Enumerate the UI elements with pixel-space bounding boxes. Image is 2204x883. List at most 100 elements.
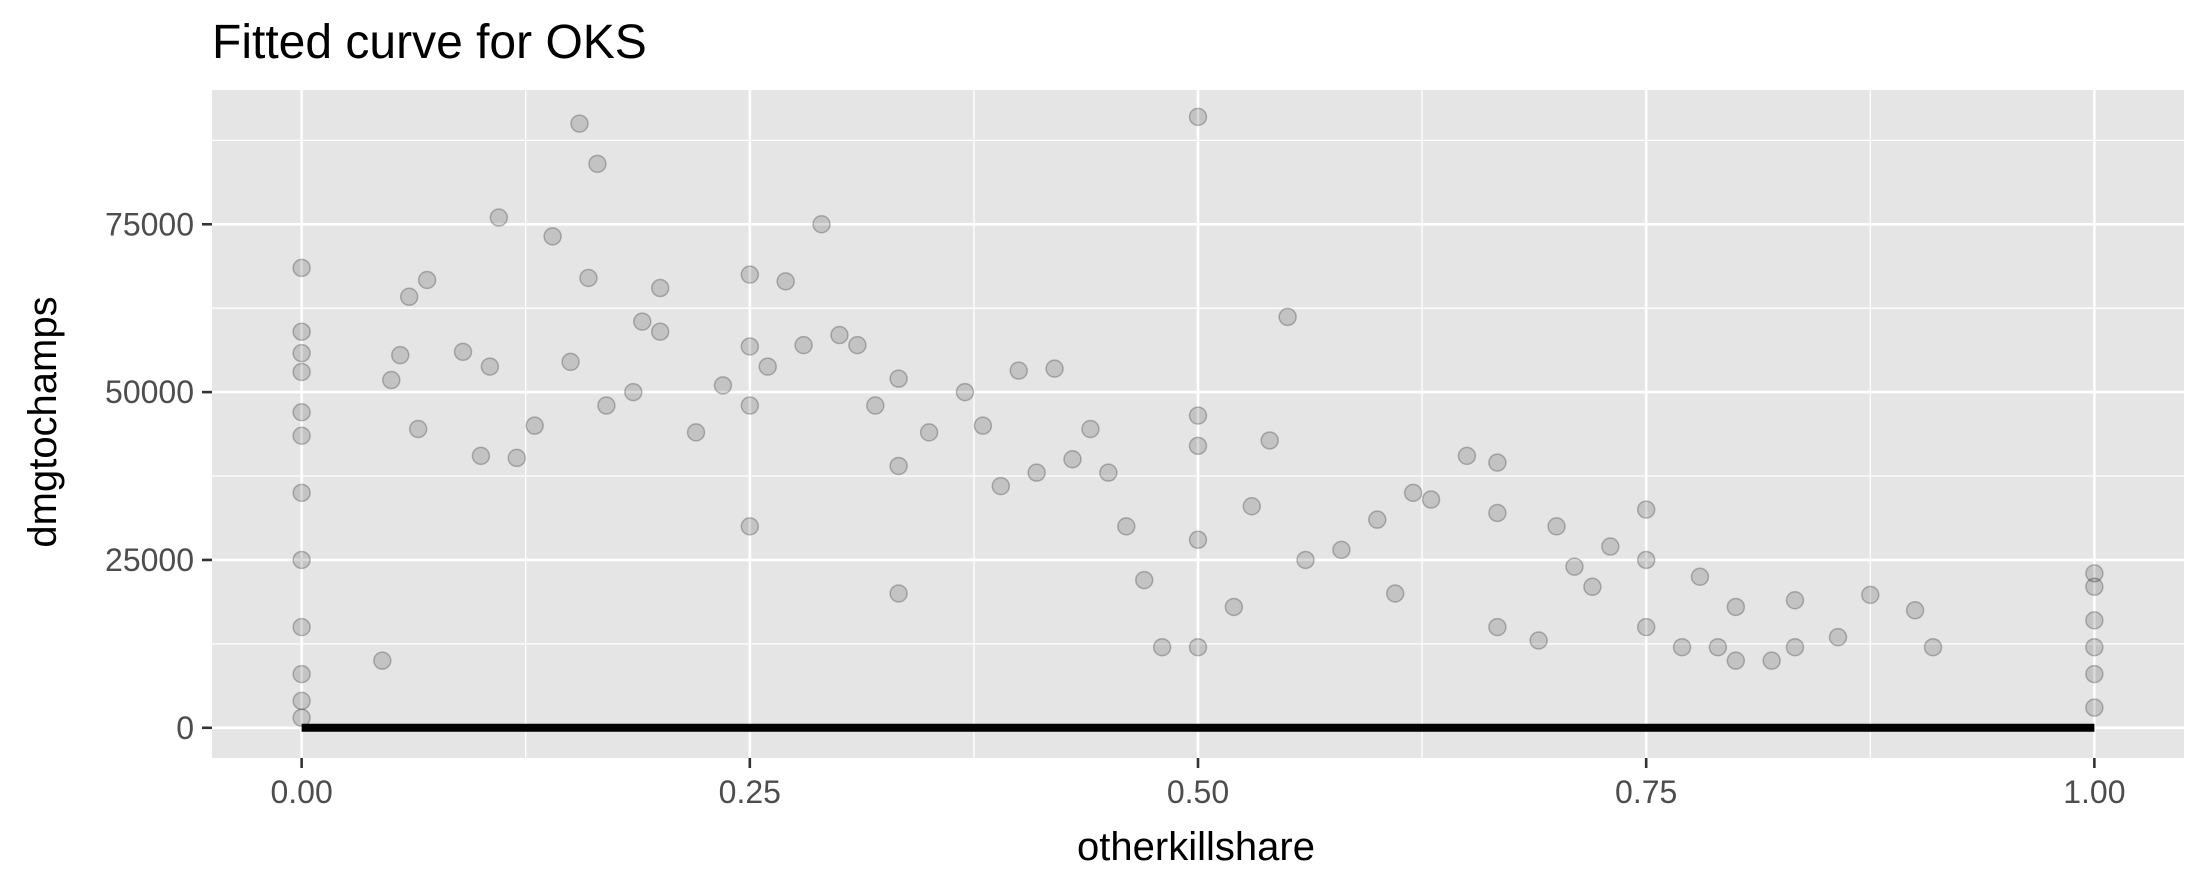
data-point	[292, 617, 311, 637]
data-point	[390, 345, 410, 365]
data-point	[650, 278, 670, 298]
data-point	[889, 369, 908, 388]
data-point	[1188, 107, 1208, 127]
data-point	[1188, 406, 1208, 425]
data-point	[2085, 637, 2104, 657]
y-tick-label: 50000	[105, 374, 194, 410]
data-point	[1278, 307, 1297, 327]
data-point	[2085, 698, 2104, 717]
data-point	[1488, 617, 1507, 637]
data-point	[1134, 570, 1154, 590]
data-point	[543, 227, 562, 246]
data-point	[1099, 463, 1118, 482]
data-point	[740, 265, 760, 284]
data-point	[919, 423, 939, 442]
data-point	[453, 342, 473, 362]
data-point	[1385, 584, 1405, 603]
y-tick-label: 0	[176, 710, 194, 746]
data-point	[1188, 530, 1208, 550]
data-point	[1081, 419, 1100, 439]
data-point	[991, 476, 1011, 496]
data-point	[1063, 449, 1082, 469]
data-point	[579, 268, 598, 288]
data-point	[1672, 637, 1692, 657]
data-point	[973, 416, 993, 435]
data-point	[848, 335, 867, 355]
data-point	[292, 322, 311, 341]
data-point	[889, 456, 908, 476]
data-point	[713, 376, 733, 395]
data-point	[1368, 510, 1387, 529]
y-tick-label: 75000	[105, 206, 194, 242]
data-point	[292, 426, 311, 445]
data-point	[292, 258, 311, 278]
data-point	[1403, 483, 1423, 503]
data-point	[1828, 627, 1848, 647]
data-point	[794, 335, 813, 355]
data-point	[292, 664, 311, 684]
data-point	[292, 362, 311, 382]
data-point	[776, 272, 795, 291]
data-point	[740, 396, 760, 415]
data-point	[740, 337, 760, 356]
data-point	[1601, 537, 1620, 556]
data-point	[1009, 361, 1028, 380]
data-point	[1785, 637, 1805, 657]
data-point	[292, 691, 311, 711]
data-point	[507, 448, 527, 468]
data-point	[866, 396, 885, 415]
y-axis: 0 25000 50000 75000	[105, 206, 212, 746]
data-point	[1636, 500, 1656, 519]
data-point	[2085, 564, 2104, 583]
y-tick-label: 25000	[105, 542, 194, 578]
data-point	[650, 322, 670, 341]
data-point	[525, 416, 544, 435]
data-point	[373, 651, 392, 670]
data-point	[1547, 517, 1566, 536]
data-point	[1726, 651, 1746, 670]
x-tick-label: 0.25	[719, 774, 781, 810]
data-point	[1923, 637, 1943, 657]
data-point	[489, 208, 509, 227]
data-point	[1242, 496, 1262, 516]
data-point	[633, 312, 652, 331]
data-point	[597, 396, 616, 415]
data-point	[2085, 664, 2104, 684]
data-point	[1488, 453, 1507, 472]
data-point	[1421, 490, 1441, 509]
data-point	[1045, 359, 1064, 378]
data-point	[624, 382, 643, 402]
data-point	[1905, 601, 1925, 620]
x-tick-label: 0.00	[270, 774, 332, 810]
data-point	[2085, 611, 2104, 630]
data-point	[1529, 631, 1548, 650]
data-point	[1861, 585, 1880, 605]
data-point	[2085, 577, 2104, 597]
data-point	[1027, 463, 1046, 482]
data-point	[758, 357, 777, 376]
data-point	[1224, 597, 1244, 617]
data-point	[588, 154, 607, 174]
data-point	[471, 446, 491, 466]
data-point	[399, 287, 419, 307]
data-point	[292, 403, 311, 422]
data-point	[1188, 436, 1208, 456]
data-point	[955, 382, 975, 402]
y-axis-title: dmgtochamps	[21, 296, 65, 547]
data-point	[1726, 597, 1746, 617]
data-point	[1690, 567, 1710, 586]
x-axis: 0.00 0.25 0.50 0.75 1.00	[270, 758, 2126, 810]
x-tick-label: 1.00	[2063, 774, 2125, 810]
data-point	[1636, 550, 1656, 570]
x-tick-label: 0.75	[1615, 774, 1677, 810]
data-point	[740, 517, 760, 536]
data-point	[1188, 637, 1208, 657]
data-point	[570, 114, 589, 133]
data-point	[292, 708, 311, 727]
data-point	[1117, 517, 1136, 536]
data-point	[1488, 503, 1507, 523]
data-point	[889, 584, 908, 603]
data-point	[292, 483, 311, 503]
data-point	[1152, 637, 1172, 657]
data-point	[408, 419, 428, 439]
